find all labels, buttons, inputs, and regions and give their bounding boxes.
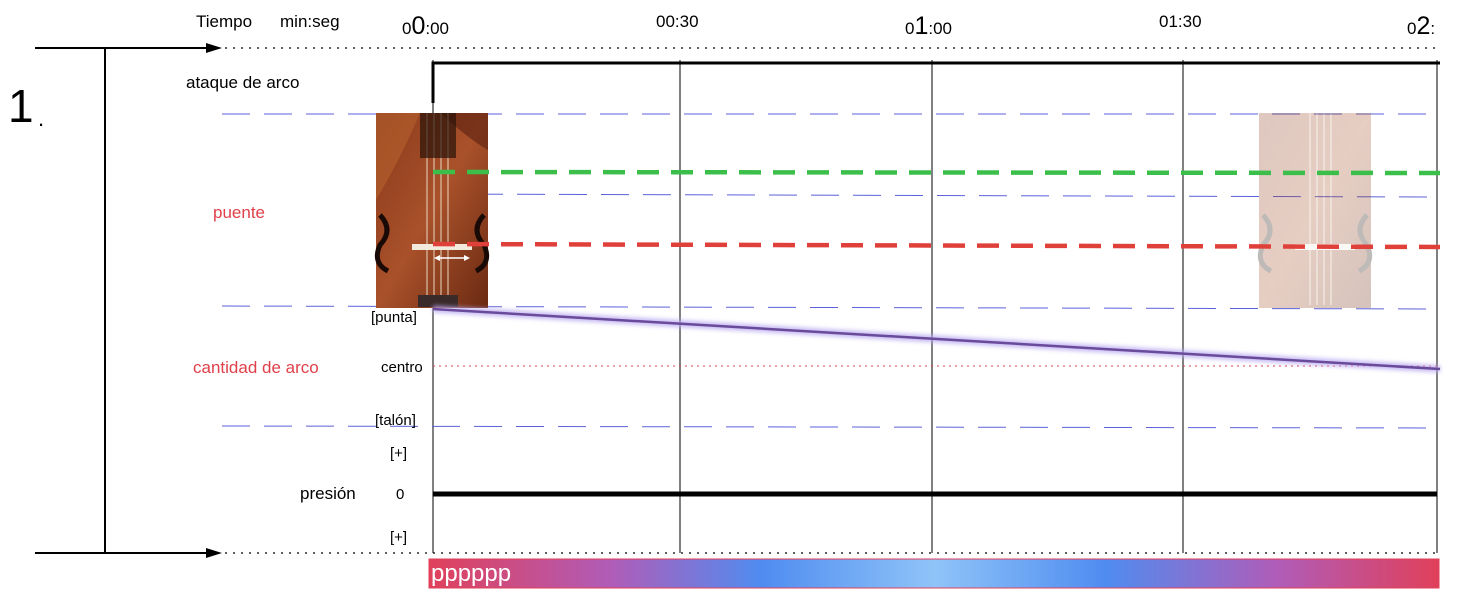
- bow-tip-label: [punta]: [371, 309, 417, 326]
- row-label-attack: ataque de arco: [186, 73, 299, 92]
- system-number: 1: [8, 80, 34, 132]
- dynamics-label: pppppp: [431, 560, 511, 587]
- system-bracket: [35, 43, 222, 558]
- time-mark-120: 02:: [1407, 12, 1435, 40]
- time-mark-30: 00:30: [656, 12, 699, 31]
- arrow-right-icon: [206, 43, 222, 53]
- time-mark-90: 01:30: [1159, 12, 1202, 31]
- bow-frog-label: [talón]: [375, 412, 416, 429]
- time-mark-60: 01:00: [905, 12, 952, 40]
- bow-middle-label: centro: [381, 359, 423, 376]
- arrow-right-icon: [206, 548, 222, 558]
- bridge-line-red: [432, 241, 1441, 250]
- time-mark-0: 00:00: [402, 12, 449, 40]
- pressure-plus-bottom: [+]: [390, 529, 407, 546]
- time-label: Tiempo: [196, 12, 252, 31]
- violin-bridge-photo: [374, 113, 490, 308]
- row-label-bridge: puente: [213, 203, 265, 222]
- staff-lines: [221, 113, 1441, 429]
- attack-line: [431, 61, 1440, 103]
- system-number-dot: .: [38, 106, 44, 131]
- bow-amount-line: [432, 307, 1441, 371]
- pressure-plus-top: [+]: [390, 445, 407, 462]
- row-label-bow-amount: cantidad de arco: [193, 358, 319, 377]
- row-label-pressure: presión: [300, 484, 356, 503]
- violin-bridge-photo-faded: [1257, 113, 1373, 308]
- dynamics-bar: [428, 558, 1440, 589]
- time-unit: min:seg: [280, 12, 340, 31]
- bridge-line-green: [432, 169, 1441, 176]
- pressure-zero: 0: [396, 486, 404, 503]
